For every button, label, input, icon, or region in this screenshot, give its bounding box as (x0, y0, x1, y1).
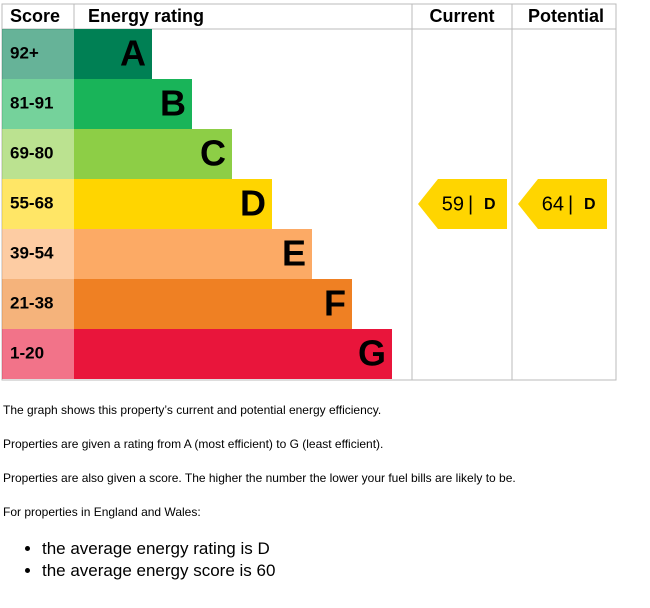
rating-bar (74, 79, 192, 129)
paragraph: Properties are given a rating from A (mo… (3, 437, 384, 451)
header-potential: Potential (528, 6, 604, 26)
arrow-rating: D (484, 196, 496, 213)
bullet: the average energy rating is D (42, 538, 275, 560)
rating-letter: F (324, 283, 346, 324)
score-range: 39-54 (10, 243, 54, 262)
rating-letter: A (120, 33, 146, 74)
paragraph: Properties are also given a score. The h… (3, 471, 516, 485)
arrow-score: 59 (442, 193, 464, 215)
rating-bar (74, 279, 352, 329)
arrow-separator: | (568, 193, 573, 215)
rating-bar (74, 179, 272, 229)
arrow-rating: D (584, 196, 596, 213)
score-cell (2, 229, 74, 279)
score-range: 55-68 (10, 193, 53, 212)
score-cell (2, 329, 74, 379)
rating-arrow (418, 179, 507, 229)
rating-bar (74, 329, 392, 379)
bullet-list: the average energy rating is D the avera… (20, 538, 275, 582)
score-range: 69-80 (10, 143, 53, 162)
score-range: 21-38 (10, 293, 53, 312)
rating-letter: C (200, 133, 226, 174)
rating-bar (74, 129, 232, 179)
score-cell (2, 79, 74, 129)
rating-arrow (518, 179, 607, 229)
score-range: 1-20 (10, 343, 44, 362)
score-cell (2, 179, 74, 229)
rating-letter: G (358, 333, 386, 374)
arrow-score: 64 (542, 193, 564, 215)
rating-bar (74, 29, 152, 79)
rating-bar (74, 229, 312, 279)
score-cell (2, 279, 74, 329)
arrow-separator: | (468, 193, 473, 215)
header-current: Current (429, 6, 494, 26)
rating-letter: B (160, 83, 186, 124)
score-range: 92+ (10, 43, 39, 62)
rating-letter: D (240, 183, 266, 224)
header-rating: Energy rating (88, 6, 204, 26)
header-score: Score (10, 6, 60, 26)
score-cell (2, 29, 74, 79)
score-range: 81-91 (10, 93, 53, 112)
paragraph: For properties in England and Wales: (3, 505, 201, 519)
score-cell (2, 129, 74, 179)
paragraph: The graph shows this property’s current … (3, 403, 382, 417)
epc-chart: Score Energy rating Current Potential 92… (1, 3, 617, 381)
rating-letter: E (282, 233, 306, 274)
bullet: the average energy score is 60 (42, 560, 275, 582)
